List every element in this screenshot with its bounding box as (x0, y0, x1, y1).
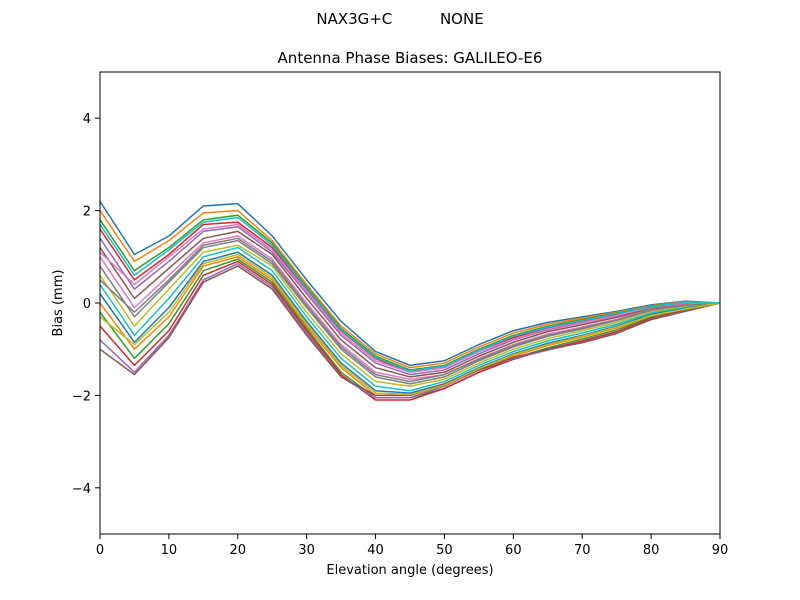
x-tick-label: 80 (643, 543, 660, 558)
series-line-18 (99, 237, 721, 383)
x-axis-label: Elevation angle (degrees) (326, 563, 493, 578)
y-axis-label: Bias (mm) (51, 270, 66, 337)
series-line-11 (99, 251, 721, 394)
x-tick-label: 40 (367, 543, 384, 558)
series-line-10 (99, 246, 721, 392)
x-tick-label: 70 (574, 543, 591, 558)
y-tick-label: 4 (83, 112, 91, 127)
series-line-19 (99, 253, 721, 396)
x-tick-label: 20 (230, 543, 247, 558)
series-line-7 (99, 235, 721, 380)
y-tick-label: −4 (72, 482, 91, 497)
y-axis-ticks: −4 −2 0 2 4 (72, 112, 100, 497)
y-tick-label: −2 (72, 389, 91, 404)
series-line-20 (99, 216, 721, 372)
series-layer (99, 200, 721, 401)
series-line-2 (99, 209, 721, 369)
series-line-5 (99, 226, 720, 376)
figure-suptitle: NAX3G+C NONE (316, 10, 483, 28)
x-tick-label: 50 (436, 543, 453, 558)
series-line-9 (99, 244, 721, 387)
x-tick-label: 10 (161, 543, 178, 558)
series-line-6 (99, 230, 721, 378)
series-line-17 (99, 223, 720, 374)
y-tick-label: 0 (83, 297, 91, 312)
x-tick-label: 90 (712, 543, 729, 558)
series-line-14 (99, 260, 721, 401)
x-axis-ticks: 0 10 20 30 40 50 60 70 80 90 (96, 534, 728, 558)
series-line-1 (99, 200, 721, 367)
plot-frame (99, 71, 721, 535)
x-tick-label: 60 (505, 543, 522, 558)
series-line-16 (99, 265, 721, 397)
y-tick-label: 2 (83, 205, 91, 220)
x-tick-label: 30 (298, 543, 315, 558)
x-tick-label: 0 (96, 543, 104, 558)
chart-title: Antenna Phase Biases: GALILEO-E6 (278, 49, 543, 67)
